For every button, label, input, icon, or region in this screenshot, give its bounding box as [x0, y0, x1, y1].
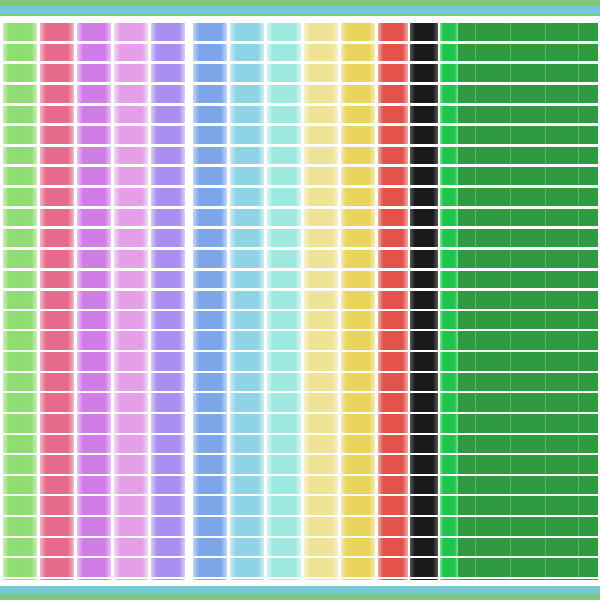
- horizontal-line: [0, 515, 600, 517]
- bottom-band: [0, 584, 600, 600]
- horizontal-line: [0, 536, 600, 538]
- horizontal-line: [0, 556, 600, 558]
- horizontal-line: [0, 391, 600, 393]
- horizontal-line: [0, 61, 600, 64]
- horizontal-line: [0, 20, 600, 23]
- horizontal-line: [0, 268, 600, 271]
- horizontal-line: [0, 206, 600, 209]
- horizontal-line: [0, 577, 600, 579]
- horizontal-line: [0, 433, 600, 435]
- horizontal-line: [0, 309, 600, 311]
- horizontal-line: [0, 144, 600, 147]
- horizontal-line: [0, 247, 600, 250]
- horizontal-line: [0, 350, 600, 352]
- horizontal-line: [0, 494, 600, 496]
- horizontal-line: [0, 412, 600, 414]
- horizontal-line: [0, 41, 600, 44]
- horizontal-line: [0, 226, 600, 229]
- horizontal-line: [0, 164, 600, 167]
- horizontal-line: [0, 185, 600, 188]
- stripe-chart: [0, 0, 600, 600]
- horizontal-line: [0, 288, 600, 291]
- horizontal-line: [0, 123, 600, 126]
- top-band: [0, 0, 600, 16]
- horizontal-line: [0, 474, 600, 476]
- horizontal-line: [0, 371, 600, 373]
- stripe-area: [0, 20, 600, 580]
- horizontal-line: [0, 453, 600, 455]
- horizontal-line: [0, 103, 600, 106]
- horizontal-line: [0, 82, 600, 85]
- horizontal-line: [0, 329, 600, 331]
